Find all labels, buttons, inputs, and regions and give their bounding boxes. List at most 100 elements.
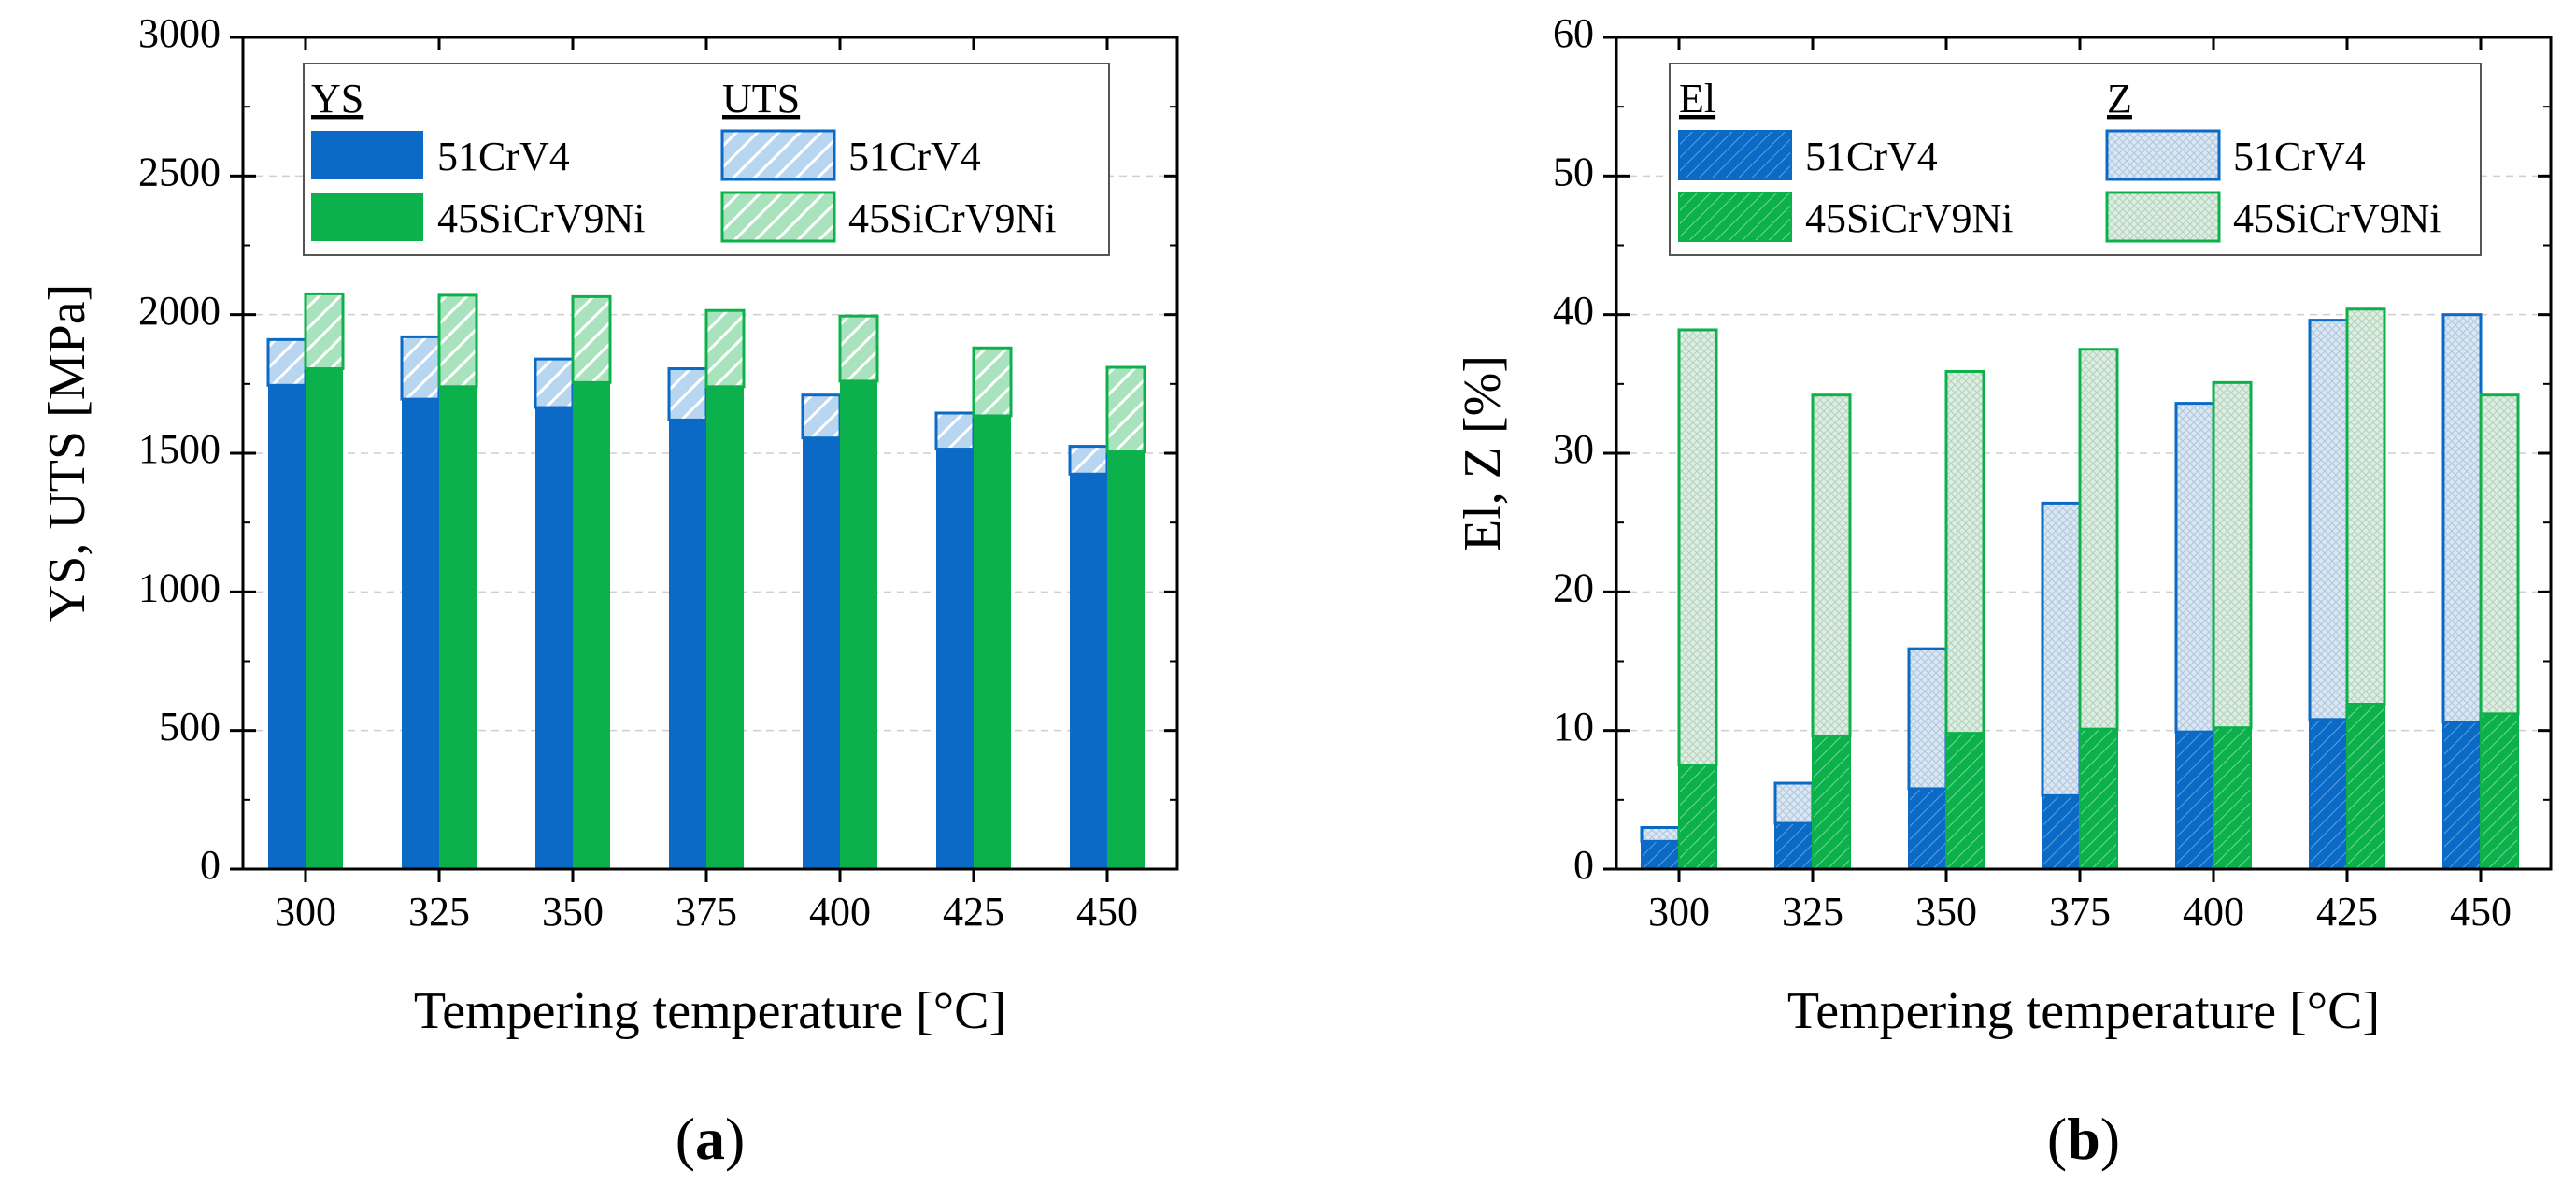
b-45sicrv9ni-lower-bar xyxy=(1812,735,1851,870)
a-51crv4-lower-bar xyxy=(936,449,974,869)
a-legend-label: 51CrV4 xyxy=(437,134,570,179)
a-bars xyxy=(266,292,1146,870)
a-45sicrv9ni-lower-bar xyxy=(974,415,1011,869)
b-45sicrv9ni-upper-bar xyxy=(2212,380,2253,730)
b-y-axis-title: El, Z [%] xyxy=(1454,355,1512,551)
b-xtick-label: 325 xyxy=(1782,889,1843,935)
b-51crv4-upper-bar xyxy=(1773,781,1815,825)
a-51crv4-lower-bar xyxy=(402,399,439,869)
b-panel-label: (b) xyxy=(2047,1106,2120,1172)
a-ytick-label: 0 xyxy=(200,842,221,888)
b-xtick-label: 425 xyxy=(2316,889,2378,935)
b-45sicrv9ni-lower-bar xyxy=(2346,703,2385,870)
b-45sicrv9ni-lower-bar xyxy=(2480,712,2519,870)
a-45sicrv9ni-lower-bar xyxy=(573,382,610,870)
a-legend-swatch-ys-51crv4 xyxy=(311,131,423,179)
a-ytick-label: 1000 xyxy=(138,564,221,610)
b-45sicrv9ni-lower-bar xyxy=(2213,726,2252,871)
b-legend-swatch-el-51crv4 xyxy=(1678,130,1792,180)
b-legend-swatch-z-51crv4 xyxy=(2105,129,2221,181)
a-xtick-label: 325 xyxy=(408,889,470,935)
b-ytick-label: 50 xyxy=(1553,149,1594,194)
b-xtick-label: 450 xyxy=(2450,889,2512,935)
b-ytick-label: 60 xyxy=(1553,10,1594,56)
a-ytick-label: 3000 xyxy=(138,10,221,56)
a-51crv4-lower-bar xyxy=(268,385,306,870)
b-51crv4-lower-bar xyxy=(1908,787,1947,871)
a-xtick-label: 300 xyxy=(275,889,336,935)
a-45sicrv9ni-lower-bar xyxy=(439,386,477,869)
b-xtick-label: 350 xyxy=(1915,889,1977,935)
b-ytick-label: 10 xyxy=(1553,704,1594,750)
a-45sicrv9ni-upper-bar xyxy=(304,292,345,371)
a-legend-swatch-uts-51crv4 xyxy=(720,129,836,181)
b-51crv4-lower-bar xyxy=(2309,718,2348,870)
a-ticks xyxy=(230,36,1177,882)
a-51crv4-upper-bar xyxy=(801,393,842,440)
b-legend-box xyxy=(1669,63,2482,256)
a-xtick-label: 425 xyxy=(943,889,1004,935)
b-legend-title-z: Z xyxy=(2107,76,2132,121)
b-45sicrv9ni-upper-bar xyxy=(2345,307,2386,706)
b-xtick-label: 300 xyxy=(1648,889,1710,935)
b-ytick-label: 20 xyxy=(1553,564,1594,610)
a-panel-label: (a) xyxy=(676,1106,746,1172)
b-51crv4-upper-bar xyxy=(2174,402,2215,734)
a-51crv4-lower-bar xyxy=(803,437,840,869)
b-45sicrv9ni-upper-bar xyxy=(2078,348,2119,731)
b-panel-letter: b xyxy=(2067,1106,2100,1172)
b-51crv4-lower-bar xyxy=(2442,721,2482,870)
b-45sicrv9ni-lower-bar xyxy=(2079,728,2118,871)
a-45sicrv9ni-lower-bar xyxy=(306,368,343,869)
a-51crv4-upper-bar xyxy=(1068,445,1109,476)
a-xtick-label: 375 xyxy=(676,889,737,935)
b-ytick-label: 0 xyxy=(1573,842,1594,888)
b-51crv4-upper-bar xyxy=(2041,501,2082,797)
a-51crv4-lower-bar xyxy=(669,420,706,869)
b-xtick-label: 400 xyxy=(2183,889,2244,935)
a-legend: YS UTS 51CrV4 45SiCrV9Ni 51CrV4 45SiCrV9… xyxy=(303,63,1110,256)
a-45sicrv9ni-upper-bar xyxy=(704,308,746,389)
a-legend-swatch-ys-45sicrv9ni xyxy=(311,193,423,241)
b-x-axis-title: Tempering temperature [°C] xyxy=(1787,982,2380,1040)
a-51crv4-upper-bar xyxy=(934,411,975,451)
b-51crv4-lower-bar xyxy=(2042,794,2081,871)
b-legend-label: 51CrV4 xyxy=(1805,134,1938,179)
panel-a: 0 500 1000 1500 2000 2500 3000 300 325 3… xyxy=(38,10,1179,1172)
b-45sicrv9ni-lower-bar xyxy=(1678,764,1717,870)
b-51crv4-lower-bar xyxy=(2175,731,2214,871)
a-legend-label: 51CrV4 xyxy=(848,134,981,179)
a-legend-box xyxy=(303,63,1110,256)
a-51crv4-upper-bar xyxy=(667,367,708,421)
a-51crv4-lower-bar xyxy=(1070,474,1107,869)
a-legend-label: 45SiCrV9Ni xyxy=(437,195,645,241)
a-45sicrv9ni-upper-bar xyxy=(972,346,1013,418)
a-legend-swatch-uts-45sicrv9ni xyxy=(720,191,836,243)
b-legend-label: 51CrV4 xyxy=(2233,134,2366,179)
a-45sicrv9ni-upper-bar xyxy=(838,314,879,383)
a-xtick-label: 450 xyxy=(1076,889,1138,935)
a-ytick-label: 1500 xyxy=(138,426,221,472)
b-legend-title-el: El xyxy=(1679,76,1715,121)
a-legend-title-ys: YS xyxy=(311,76,363,121)
b-51crv4-upper-bar xyxy=(2441,313,2483,724)
b-legend-swatch-el-45sicrv9ni xyxy=(1678,192,1792,242)
a-45sicrv9ni-lower-bar xyxy=(1107,451,1145,869)
b-51crv4-lower-bar xyxy=(1641,840,1680,870)
a-51crv4-upper-bar xyxy=(400,335,441,401)
b-51crv4-lower-bar xyxy=(1774,822,1814,870)
b-51crv4-upper-bar xyxy=(2308,319,2349,721)
b-45sicrv9ni-lower-bar xyxy=(1945,732,1985,871)
b-ytick-label: 40 xyxy=(1553,288,1594,334)
a-51crv4-lower-bar xyxy=(535,407,573,869)
b-45sicrv9ni-upper-bar xyxy=(1677,328,1718,767)
b-45sicrv9ni-upper-bar xyxy=(1811,393,1852,738)
a-ytick-label: 500 xyxy=(159,704,221,750)
b-legend: El Z 51CrV4 45SiCrV9Ni 51CrV4 45SiCrV9Ni xyxy=(1669,63,2482,256)
panel-b: 0 10 20 30 40 50 60 300 325 350 375 400 … xyxy=(1454,10,2553,1172)
a-ytick-label: 2000 xyxy=(138,288,221,334)
a-51crv4-upper-bar xyxy=(534,357,575,409)
a-45sicrv9ni-lower-bar xyxy=(840,380,877,869)
b-51crv4-upper-bar xyxy=(1907,647,1948,791)
b-ytick-label: 30 xyxy=(1553,426,1594,472)
